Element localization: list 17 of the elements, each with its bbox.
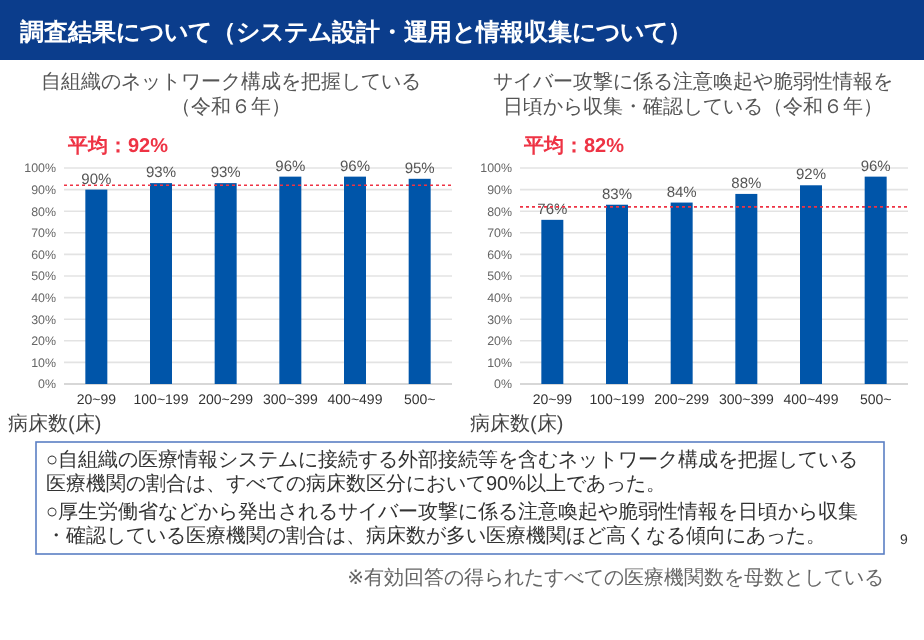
text: ○厚生労働省などから発出されるサイバー攻撃に係る注意喚起や脆弱性情報を日頃から収集・確認している医療機関の割合は、病床数が多い医療機関ほど高くなる傾向にあった。: [46, 500, 859, 548]
text: 調査結果について（システム設計・運用と情報収集について）: [18, 18, 692, 46]
text: ※有効回答の得られたすべての医療機関数を母数としている: [347, 566, 884, 590]
chart-title: 自組織のネットワーク構成を把握している: [41, 70, 421, 94]
x-axis-title: 病床数(床): [470, 412, 564, 436]
bar: [541, 219, 564, 384]
ref-line-label: 平均：92%: [66, 134, 169, 158]
chart-title: サイバー攻撃に係る注意喚起や脆弱性情報を日頃から収集・確認している（令和６年）: [493, 70, 893, 119]
x-axis-title: 病床数(床): [8, 412, 102, 436]
ref-line-label: 平均：82%: [522, 134, 625, 158]
chart-subtitle: （令和６年）: [171, 95, 291, 119]
bar: [864, 176, 887, 384]
bar: [800, 185, 822, 384]
bar: [670, 202, 693, 384]
bar: [735, 193, 758, 384]
text: ○自組織の医療情報システムに接続する外部接続等を含むネットワーク構成を把握している医療機関の割合は、すべての病床数区分において90%以上であった。: [46, 448, 859, 496]
bar: [606, 204, 628, 384]
